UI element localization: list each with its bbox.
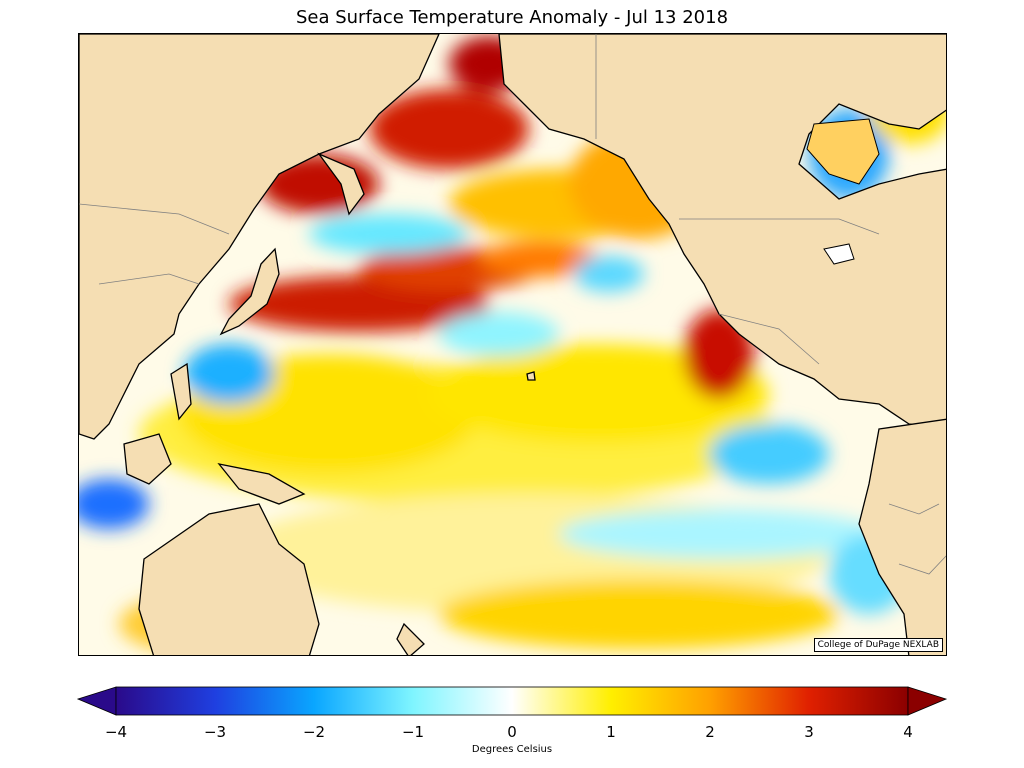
colorbar [76,686,948,716]
colorbar-tick: 1 [606,723,616,741]
borneo [123,433,172,485]
colorbar-tick: −3 [203,723,227,741]
sst-anomaly-map: College of DuPage NEXLAB [78,33,947,656]
colorbar-tick: 2 [705,723,715,741]
political-borders [79,34,946,575]
colorbar-extend-high [907,686,948,716]
credit-label: College of DuPage NEXLAB [813,638,943,652]
colorbar-tick: −2 [302,723,326,741]
kamchatka [317,152,365,216]
new-guinea [217,463,306,505]
colorbar-label: Degrees Celsius [471,744,553,755]
colorbar-tick: −4 [104,723,128,741]
colorbar-gradient [115,686,909,716]
south-america [858,418,946,655]
asia-landmass [79,34,440,440]
inland-water [806,118,880,265]
colorbar-tick: −1 [401,723,425,741]
new-zealand [396,622,425,655]
australia [138,503,320,655]
hawaii [526,371,536,381]
colorbar-tick: 0 [507,723,517,741]
japan [219,247,280,336]
colorbar-extend-low [76,686,117,716]
colorbar-tick: 4 [903,723,913,741]
north-america [498,34,946,430]
land [79,34,946,655]
philippines [170,362,192,421]
colorbar-tick: 3 [804,723,814,741]
map-title: Sea Surface Temperature Anomaly - Jul 13… [295,7,729,28]
